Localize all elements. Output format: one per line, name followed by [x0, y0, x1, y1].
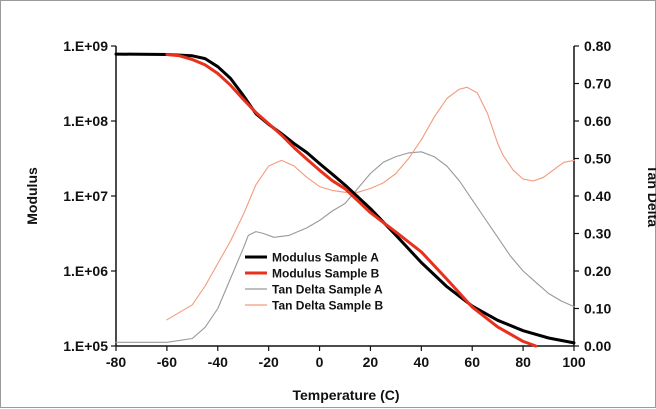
x-tick-label: 40: [414, 354, 430, 370]
x-tick-label: 60: [464, 354, 480, 370]
legend-label-tan-delta-sample-b: Tan Delta Sample B: [272, 299, 383, 313]
x-tick-label: -80: [106, 354, 126, 370]
x-tick-label: -60: [157, 354, 177, 370]
y-right-tick-label: 0.30: [584, 226, 611, 242]
y-right-tick-label: 0.60: [584, 113, 611, 129]
x-tick-label: 20: [363, 354, 379, 370]
y-right-tick-label: 0.20: [584, 263, 611, 279]
y-left-tick-label: 1.E+08: [63, 113, 108, 129]
y-left-tick-label: 1.E+05: [63, 338, 108, 354]
x-axis-title: Temperature (C): [292, 387, 399, 403]
y-right-tick-label: 0.40: [584, 188, 611, 204]
series-line-tan-delta-sample-a: [115, 151, 575, 343]
y-right-tick-label: 0.80: [584, 38, 611, 54]
series-line-modulus-sample-a: [114, 52, 576, 345]
legend-label-tan-delta-sample-a: Tan Delta Sample A: [272, 283, 383, 297]
series-line-tan-delta-sample-b: [166, 86, 575, 321]
legend-label-modulus-sample-b: Modulus Sample B: [272, 267, 380, 281]
y-right-tick-label: 0.00: [584, 338, 611, 354]
y-right-tick-label: 0.10: [584, 301, 611, 317]
legend: Modulus Sample A Modulus Sample B Tan Delt…: [245, 251, 383, 313]
x-tick-label: -40: [208, 354, 228, 370]
y-left-tick-label: 1.E+09: [63, 38, 108, 54]
x-tick-label: 100: [562, 354, 586, 370]
x-ticks: -80 -60 -40 -20 0 20 40 60 80 100: [106, 346, 586, 370]
y-left-tick-label: 1.E+07: [63, 188, 108, 204]
y-right-tick-label: 0.70: [584, 76, 611, 92]
y-left-ticks: 1.E+05 1.E+06 1.E+07 1.E+08 1.E+09: [63, 38, 116, 354]
series-line-modulus-sample-b: [165, 53, 538, 348]
y-left-tick-label: 1.E+06: [63, 263, 108, 279]
legend-label-modulus-sample-a: Modulus Sample A: [272, 251, 379, 265]
y-right-axis-title: Tan Delta: [645, 165, 656, 227]
y-right-ticks: 0.00 0.10 0.20 0.30 0.40 0.50 0.60 0.70 0.80: [574, 38, 611, 354]
y-left-axis-title: Modulus: [24, 167, 40, 225]
x-tick-label: 0: [316, 354, 324, 370]
series-group: [114, 52, 576, 348]
x-tick-label: 80: [515, 354, 531, 370]
x-tick-label: -20: [259, 354, 279, 370]
y-right-tick-label: 0.50: [584, 151, 611, 167]
